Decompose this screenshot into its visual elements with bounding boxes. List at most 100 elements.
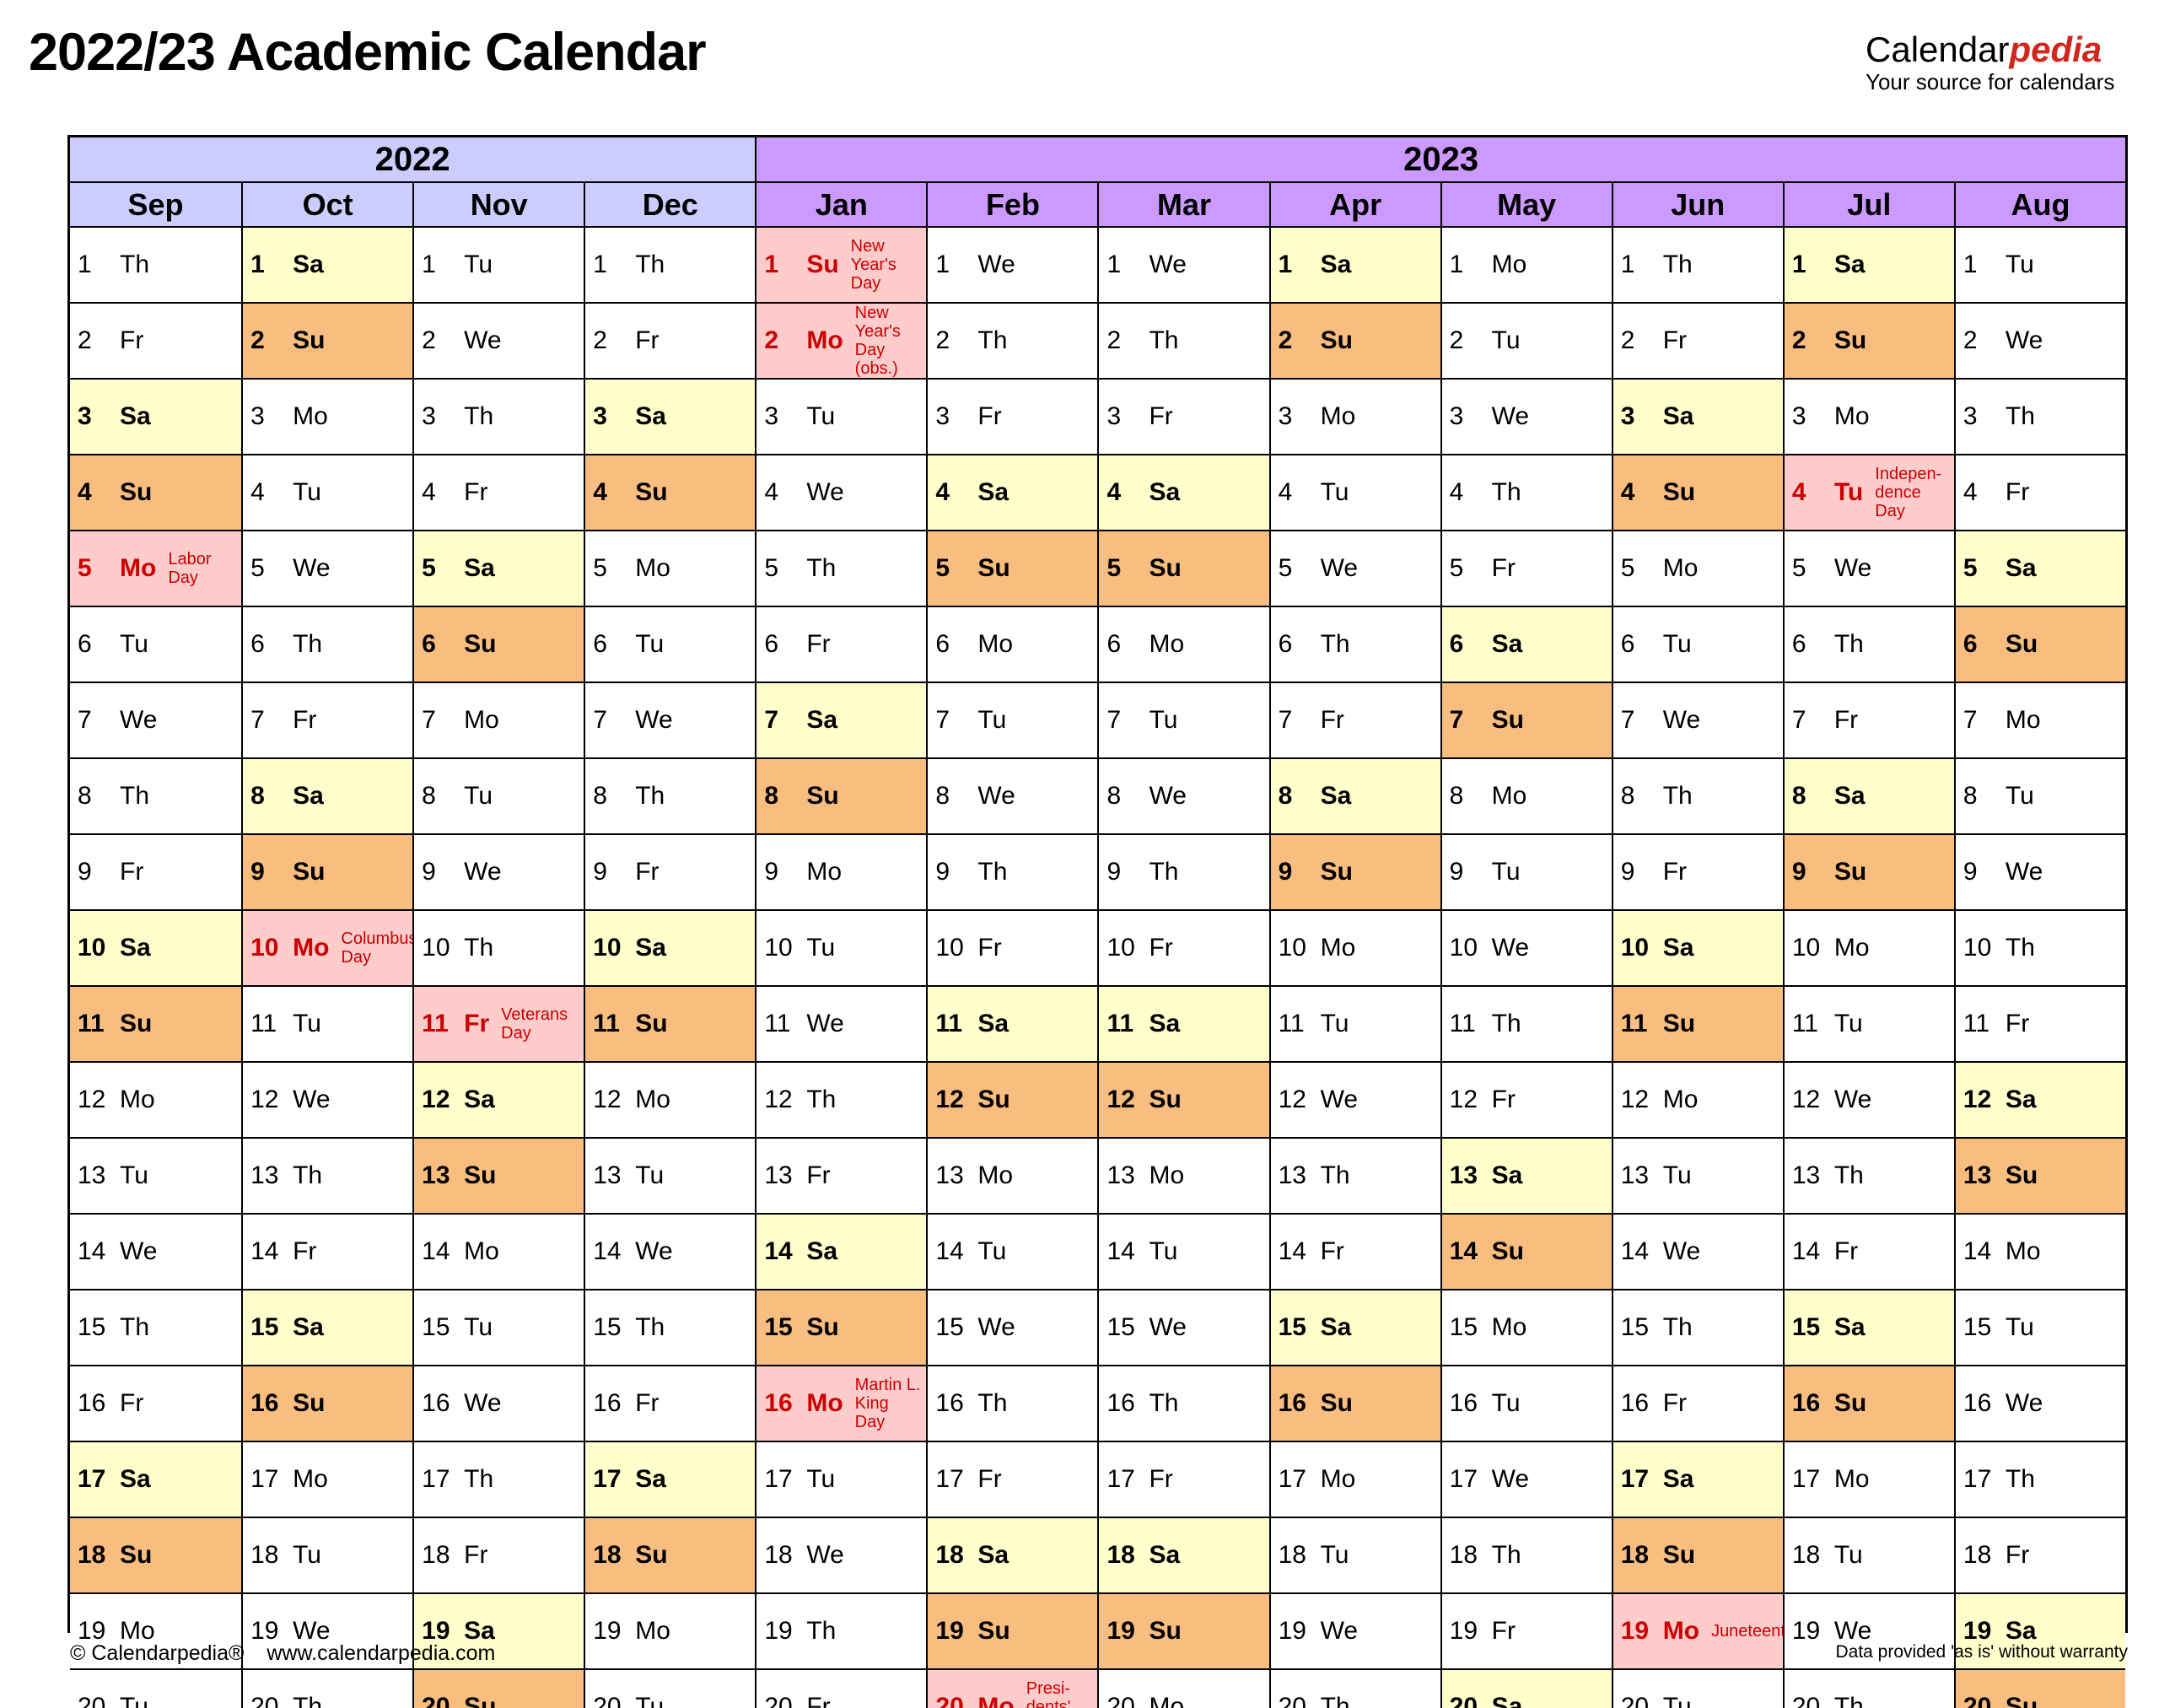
- weekday-label: Tu: [464, 782, 493, 810]
- weekday-label: Fr: [635, 858, 660, 886]
- weekday-label: Sa: [120, 934, 151, 962]
- day-number: 6: [1962, 630, 1978, 658]
- day-cell-apr-2: 2 Su: [1268, 302, 1440, 378]
- weekday-label: Th: [1149, 326, 1179, 354]
- day-number: 19: [1449, 1617, 1478, 1645]
- month-header-row: Sep Oct Nov Dec Jan Feb Mar Apr May Jun Jul Aug: [70, 181, 2125, 226]
- weekday-label: Mo: [1833, 934, 1870, 962]
- weekday-label: Tu: [977, 706, 1007, 734]
- day-cell-dec-7: 7 We: [584, 682, 756, 757]
- day-number: 8: [593, 782, 607, 810]
- day-cell-may-8: 8 Mo: [1440, 757, 1612, 833]
- day-cell-feb-12: 12 Su: [926, 1061, 1098, 1137]
- day-cell-may-4: 4 Th: [1440, 454, 1612, 530]
- weekday-label: Mo: [635, 1617, 670, 1645]
- day-cell-oct-7: 7 Fr: [241, 682, 413, 757]
- weekday-label: Th: [120, 251, 150, 278]
- day-cell-apr-13: 13 Th: [1268, 1137, 1440, 1213]
- day-number: 1: [250, 251, 265, 278]
- weekday-label: Tu: [2005, 782, 2034, 810]
- weekday-label: Mo: [464, 1237, 499, 1265]
- day-number: 20: [1620, 1693, 1650, 1708]
- day-number: 7: [422, 706, 436, 734]
- day-cell-jan-16: 16 Mo Martin L. King Day: [755, 1365, 927, 1441]
- day-number: 9: [593, 858, 607, 886]
- day-number: 18: [1620, 1541, 1650, 1569]
- day-cell-jan-17: 17 Tu: [755, 1441, 927, 1517]
- day-cell-nov-11: 11 Fr Veterans Day: [412, 985, 584, 1061]
- day-number: 2: [593, 326, 607, 354]
- day-cell-sep-13: 13 Tu: [70, 1137, 242, 1213]
- day-number: 17: [250, 1465, 279, 1493]
- day-number: 9: [1449, 858, 1464, 886]
- weekday-label: Fr: [1149, 934, 1173, 962]
- weekday-label: Su: [1833, 1389, 1867, 1417]
- day-number: 3: [1791, 402, 1806, 430]
- weekday-label: Fr: [1149, 402, 1173, 430]
- day-number: 11: [1278, 1010, 1305, 1037]
- weekday-label: Sa: [977, 1541, 1010, 1569]
- weekday-label: Sa: [464, 1617, 495, 1645]
- day-cell-jun-12: 12 Mo: [1611, 1061, 1783, 1137]
- day-cell-dec-8: 8 Th: [584, 757, 756, 833]
- weekday-label: Mo: [806, 858, 843, 886]
- weekday-label: Fr: [1491, 1086, 1516, 1113]
- weekday-label: Fr: [2005, 1010, 2030, 1037]
- day-number: 16: [593, 1389, 622, 1417]
- day-cell-dec-3: 3 Sa: [584, 378, 756, 454]
- day-number: 16: [764, 1389, 793, 1417]
- day-cell-jul-9: 9 Su: [1782, 833, 1954, 909]
- day-cell-jun-20: 20 Tu: [1611, 1668, 1783, 1708]
- month-header-jul: Jul: [1782, 181, 1954, 226]
- day-cell-oct-3: 3 Mo: [241, 378, 413, 454]
- weekday-label: Tu: [1491, 1389, 1521, 1417]
- day-number: 10: [593, 934, 622, 962]
- day-number: 12: [78, 1086, 106, 1113]
- day-cell-apr-17: 17 Mo: [1268, 1441, 1440, 1517]
- weekday-label: Fr: [1320, 1237, 1344, 1265]
- day-number: 4: [935, 478, 950, 506]
- weekday-label: Th: [1149, 1389, 1179, 1417]
- holiday-label: Indepen- dence Day: [1875, 465, 1942, 520]
- day-number: 15: [1449, 1313, 1478, 1341]
- day-cell-nov-1: 1 Tu: [412, 226, 584, 302]
- day-number: 6: [593, 630, 607, 658]
- day-cell-feb-19: 19 Su: [926, 1592, 1098, 1668]
- weekday-label: We: [1149, 1313, 1187, 1341]
- day-number: 3: [1962, 402, 1978, 430]
- weekday-label: Su: [1491, 1237, 1524, 1265]
- day-cell-may-20: 20 Sa: [1440, 1668, 1612, 1708]
- day-number: 14: [1449, 1237, 1478, 1265]
- weekday-label: Fr: [1491, 554, 1516, 582]
- day-cell-sep-18: 18 Su: [70, 1517, 242, 1592]
- day-cell-oct-15: 15 Sa: [241, 1289, 413, 1365]
- day-number: 16: [1962, 1389, 1992, 1417]
- day-cell-feb-6: 6 Mo: [926, 606, 1098, 682]
- weekday-label: Sa: [1320, 1313, 1352, 1341]
- day-number: 16: [1791, 1389, 1821, 1417]
- footer-copyright-line: © Calendarpedia® www.calendarpedia.com: [70, 1641, 495, 1666]
- day-number: 12: [422, 1086, 450, 1113]
- day-number: 3: [1620, 402, 1635, 430]
- weekday-label: Sa: [1662, 934, 1694, 962]
- weekday-label: Su: [120, 478, 153, 506]
- holiday-label: Labor Day: [168, 550, 212, 587]
- weekday-label: Fr: [1662, 858, 1688, 886]
- day-cell-dec-1: 1 Th: [584, 226, 756, 302]
- weekday-label: We: [977, 1313, 1015, 1341]
- day-cell-oct-13: 13 Th: [241, 1137, 413, 1213]
- weekday-label: Mo: [1833, 402, 1870, 430]
- day-number: 19: [935, 1617, 964, 1645]
- day-number: 1: [1278, 251, 1293, 278]
- day-number: 4: [1278, 478, 1293, 506]
- day-cell-jan-4: 4 We: [755, 454, 927, 530]
- day-number: 14: [764, 1237, 793, 1265]
- weekday-label: Sa: [120, 1465, 151, 1493]
- day-number: 1: [935, 251, 950, 278]
- month-header-apr: Apr: [1268, 181, 1440, 226]
- weekday-label: Mo: [1662, 1086, 1699, 1113]
- logo-tagline: Your source for calendars: [1866, 69, 2115, 94]
- day-number: 8: [422, 782, 436, 810]
- day-number: 14: [78, 1237, 106, 1265]
- day-cell-jun-3: 3 Sa: [1611, 378, 1783, 454]
